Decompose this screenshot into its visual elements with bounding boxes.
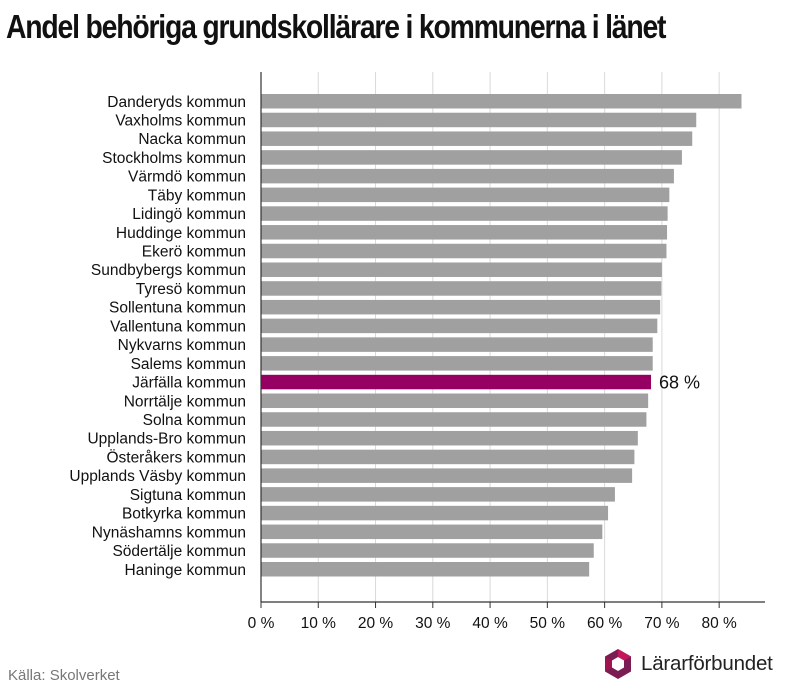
category-label: Norrtälje kommun (124, 393, 246, 410)
x-tick-label: 0 % (248, 615, 275, 632)
category-label: Österåkers kommun (106, 448, 246, 466)
bar (261, 318, 658, 334)
brand-logo: Lärarförbundet (602, 648, 773, 680)
category-label: Vaxholms kommun (115, 112, 246, 129)
category-label: Lidingö kommun (132, 206, 246, 223)
category-label: Tyresö kommun (136, 281, 246, 298)
x-tick-label: 10 % (301, 615, 337, 632)
x-tick-label: 20 % (358, 615, 394, 632)
category-label: Upplands-Bro kommun (87, 431, 246, 448)
bar (261, 150, 682, 165)
data-label: 68 % (659, 373, 700, 393)
bar (261, 356, 653, 371)
category-label: Nacka kommun (138, 131, 246, 148)
bar (261, 225, 668, 240)
source-note: Källa: Skolverket (8, 667, 120, 684)
category-label: Sundbybergs kommun (91, 262, 246, 279)
bar (261, 543, 594, 558)
category-label: Danderyds kommun (107, 94, 246, 111)
x-tick-label: 60 % (587, 615, 623, 632)
category-label: Solna kommun (143, 412, 246, 429)
bar (261, 206, 668, 221)
bar (261, 187, 670, 203)
x-tick-label: 70 % (644, 615, 680, 632)
category-label: Järfälla kommun (132, 375, 246, 392)
category-label: Värmdö kommun (128, 169, 246, 186)
bar (261, 281, 662, 296)
bar (261, 468, 633, 483)
bar-highlight (261, 374, 652, 390)
category-label: Sigtuna kommun (130, 487, 246, 504)
category-label: Huddinge kommun (116, 225, 246, 242)
bar (261, 299, 661, 315)
bar (261, 430, 638, 446)
category-label: Södertälje kommun (112, 543, 246, 560)
brand-name: Lärarförbundet (641, 652, 773, 675)
category-label: Täby kommun (148, 187, 246, 204)
category-label: Nynäshamns kommun (92, 524, 246, 541)
bar (261, 168, 674, 184)
category-label: Ekerö kommun (142, 244, 246, 261)
chart-title: Andel behöriga grundskollärare i kommune… (6, 8, 667, 45)
category-label: Upplands Väsby kommun (69, 468, 246, 485)
bar (261, 487, 615, 502)
bar (261, 131, 693, 146)
bar (261, 112, 697, 128)
x-tick-label: 50 % (530, 615, 566, 632)
category-label: Sollentuna kommun (109, 300, 246, 317)
category-label: Haninge kommun (125, 562, 246, 579)
bar (261, 449, 635, 465)
bar (261, 524, 603, 540)
bar (261, 393, 649, 409)
bar (261, 94, 742, 109)
bar (261, 412, 647, 427)
bar (261, 562, 590, 577)
x-tick-label: 80 % (701, 615, 737, 632)
category-label: Botkyrka kommun (122, 506, 246, 523)
x-tick-label: 30 % (415, 615, 451, 632)
bar (261, 262, 662, 277)
category-label: Stockholms kommun (102, 150, 246, 167)
bar (261, 505, 609, 521)
bar (261, 337, 653, 352)
x-tick-label: 40 % (472, 615, 508, 632)
bar (261, 243, 667, 259)
category-label: Salems kommun (131, 356, 246, 373)
category-label: Vallentuna kommun (110, 318, 246, 335)
hexagon-logo-icon (605, 649, 631, 679)
category-label: Nykvarns kommun (118, 337, 246, 354)
